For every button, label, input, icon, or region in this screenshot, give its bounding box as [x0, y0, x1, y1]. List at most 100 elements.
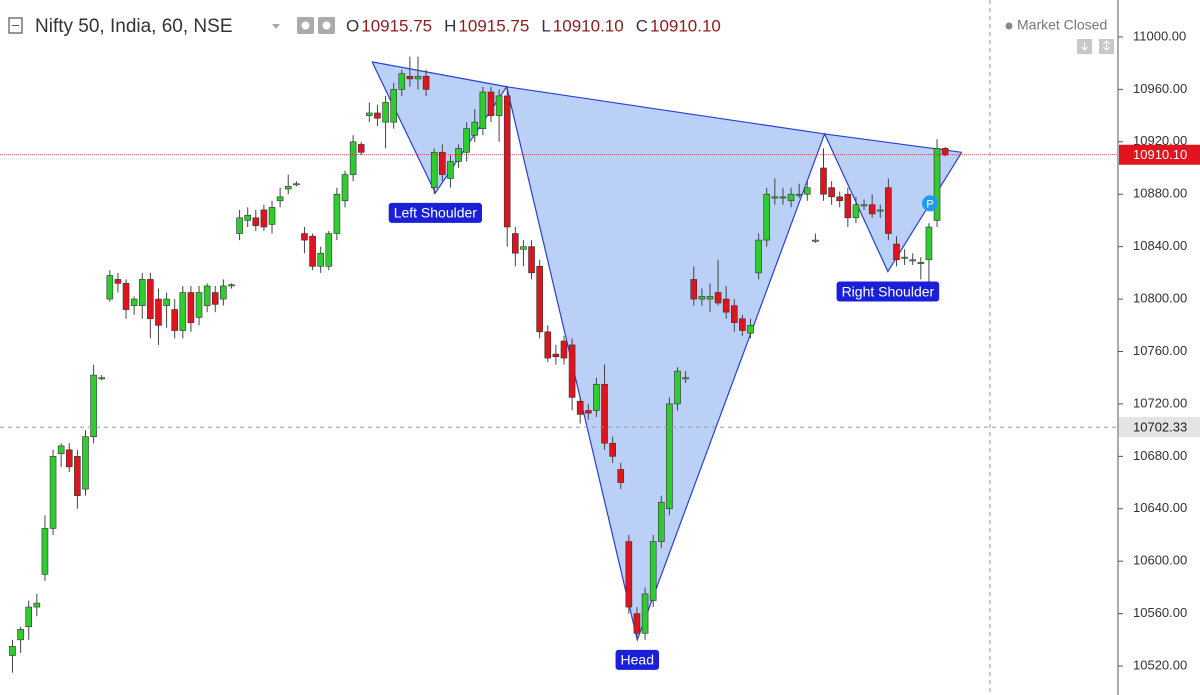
pattern-fill	[824, 133, 962, 272]
ohlc-legend: O 10915.75 H 10915.75 L 10910.10 C 10910.10	[346, 16, 721, 35]
candle-body	[495, 95, 503, 116]
arrow-down-icon	[1081, 42, 1088, 51]
candle-body	[649, 541, 657, 601]
candle-body	[341, 174, 349, 202]
candle-body	[349, 141, 357, 175]
candle-body	[430, 151, 438, 188]
candle-body	[130, 298, 138, 306]
candle-body	[576, 400, 584, 415]
legend-value: 10915.75	[458, 16, 529, 35]
candle-body	[593, 383, 600, 411]
pattern	[371, 61, 963, 642]
candle-body	[771, 196, 779, 199]
pattern-label: Right Shoulder	[842, 283, 935, 299]
legend-label: C	[636, 16, 648, 35]
candle-body	[690, 279, 698, 300]
pattern-fill	[506, 86, 825, 640]
candle-body	[414, 75, 422, 80]
candle-body	[374, 112, 381, 119]
candle-body	[98, 377, 106, 380]
candle-body	[211, 292, 219, 305]
candle-body	[301, 233, 308, 241]
candle-body	[585, 410, 592, 414]
crosshair-tag	[1119, 417, 1200, 438]
candle-body	[268, 207, 276, 225]
candle-body	[901, 256, 908, 259]
legend-value: 10910.10	[650, 16, 721, 35]
y-tick-label: 10920.00	[1133, 133, 1187, 148]
dropdown-arrow[interactable]	[272, 24, 280, 29]
candle-body	[885, 187, 892, 234]
candle-body	[803, 187, 811, 195]
candle-body	[779, 196, 787, 199]
candle-body	[617, 469, 625, 483]
candle-body	[876, 209, 884, 212]
candle-body	[406, 75, 414, 80]
candle-body	[698, 296, 706, 300]
candle-body	[706, 296, 714, 300]
candle-body	[41, 528, 49, 575]
y-tick-label: 10720.00	[1133, 395, 1187, 410]
candle-body	[17, 629, 24, 641]
market-status: Market Closed	[1017, 17, 1107, 33]
collapse-icon[interactable]	[8, 17, 23, 34]
header: Nifty 50, India, 60, NSE O 10915.75 H 10915…	[8, 16, 1114, 54]
candle-body	[220, 285, 227, 300]
y-tick-label: 10640.00	[1133, 500, 1187, 515]
candle-body	[260, 209, 268, 228]
price-axis: 10520.00 10560.00 10600.00 10640.00 10680.00…	[1118, 28, 1200, 672]
pattern-label: Left Shoulder	[394, 205, 478, 221]
candle-body	[860, 204, 868, 207]
y-tick-label: 10960.00	[1133, 81, 1187, 96]
candle-body	[828, 187, 835, 198]
candle-body	[179, 292, 187, 331]
y-tick-label: 10560.00	[1133, 605, 1187, 620]
legend-value: 10910.10	[553, 16, 624, 35]
candle-body	[471, 121, 479, 136]
candle-body	[382, 102, 389, 123]
candle-body	[114, 279, 122, 284]
y-tick-label: 11000.00	[1133, 28, 1186, 43]
candle-body	[893, 243, 900, 261]
candle-body	[820, 167, 827, 195]
candle-body	[536, 266, 543, 333]
candle-body	[447, 161, 454, 179]
candle-body	[795, 193, 803, 196]
pattern-label-box	[836, 281, 940, 302]
candle-body	[244, 214, 251, 221]
y-tick-label: 10840.00	[1133, 238, 1187, 253]
candle-body	[625, 541, 633, 608]
candle-body	[33, 602, 41, 608]
candle-body	[941, 148, 949, 156]
candle-body	[925, 226, 933, 261]
y-tick-label: 10880.00	[1133, 186, 1187, 201]
candle-body	[933, 148, 941, 221]
candle-body	[917, 262, 925, 264]
last-price-tag	[1119, 144, 1200, 165]
y-tick-label: 10760.00	[1133, 343, 1187, 358]
y-tick-label: 10800.00	[1133, 291, 1187, 306]
legend-value: 10915.75	[361, 16, 432, 35]
pattern-fill	[372, 61, 507, 193]
candle-body	[763, 193, 771, 241]
candle-body	[276, 196, 284, 202]
candle-body	[187, 292, 195, 323]
candle-body	[439, 151, 446, 175]
candle-body	[65, 449, 73, 468]
arrow-updown-icon	[1103, 40, 1110, 51]
y-tick-label: 10680.00	[1133, 448, 1187, 463]
candle-body	[325, 233, 333, 267]
plot-area: Left Shoulder Head Right Shoulder P	[0, 56, 1118, 673]
marker-label: P	[926, 198, 933, 210]
candle-body	[739, 318, 746, 331]
candle-body	[747, 324, 754, 334]
legend-label: O	[346, 16, 359, 35]
candle-body	[641, 593, 649, 634]
pattern-label: Head	[621, 652, 654, 668]
candle-body	[568, 344, 576, 398]
pattern-label-box	[615, 649, 660, 670]
candle-body	[487, 91, 495, 116]
candle-body	[528, 246, 535, 274]
candle-body	[74, 456, 81, 496]
candle-body	[147, 279, 154, 320]
